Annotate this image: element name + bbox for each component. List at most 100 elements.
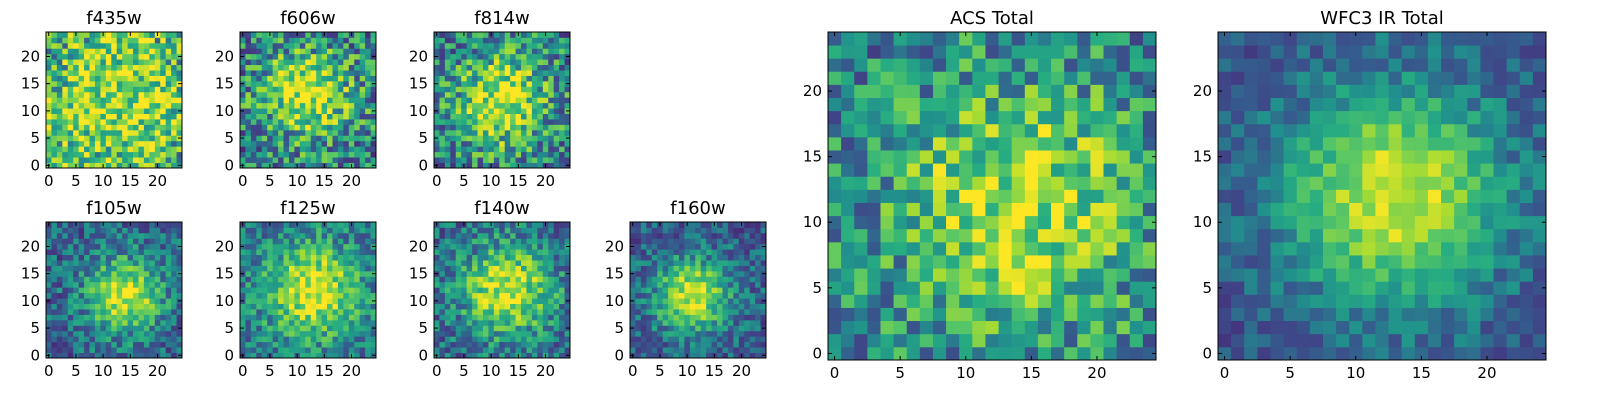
heatmap-cell bbox=[143, 48, 150, 55]
heatmap-cell bbox=[171, 135, 177, 142]
heatmap-cell bbox=[105, 102, 112, 109]
heatmap-cell bbox=[100, 287, 107, 294]
heatmap-cell bbox=[62, 48, 69, 55]
heatmap-cell bbox=[893, 163, 908, 177]
heatmap-cell bbox=[122, 97, 128, 104]
heatmap-cell bbox=[278, 238, 284, 245]
heatmap-cell bbox=[56, 336, 63, 343]
heatmap-cell bbox=[946, 255, 960, 269]
heatmap-cell bbox=[959, 228, 973, 243]
heatmap-cell bbox=[133, 281, 139, 288]
heatmap-cell bbox=[630, 330, 636, 337]
heatmap-cell bbox=[537, 64, 544, 71]
heatmap-cell bbox=[493, 86, 500, 93]
heatmap-cell bbox=[278, 91, 284, 98]
heatmap-cell bbox=[678, 292, 685, 299]
heatmap-cell bbox=[1064, 333, 1078, 348]
heatmap-cell bbox=[542, 325, 549, 332]
heatmap-cell bbox=[749, 260, 756, 266]
heatmap-cell bbox=[1037, 228, 1052, 243]
heatmap-cell bbox=[461, 330, 468, 337]
heatmap-cell bbox=[89, 232, 96, 239]
heatmap-cell bbox=[337, 303, 344, 310]
heatmap-cell bbox=[294, 108, 301, 114]
heatmap-cell bbox=[165, 113, 172, 120]
heatmap-cell bbox=[365, 59, 371, 66]
heatmap-cell bbox=[105, 129, 112, 136]
heatmap-cell bbox=[127, 309, 134, 315]
heatmap-cell bbox=[62, 260, 69, 266]
heatmap-cell bbox=[434, 146, 440, 153]
heatmap-cell bbox=[299, 314, 306, 321]
heatmap-cell bbox=[305, 157, 312, 163]
heatmap-cell bbox=[662, 254, 669, 261]
heatmap-cell bbox=[160, 129, 167, 136]
heatmap-cell bbox=[127, 48, 134, 55]
heatmap-cell bbox=[100, 325, 107, 332]
heatmap-cell bbox=[127, 243, 134, 250]
heatmap-cell bbox=[348, 86, 355, 93]
heatmap-cell bbox=[450, 75, 457, 82]
heatmap-cell bbox=[127, 227, 134, 234]
heatmap-cell bbox=[100, 135, 107, 142]
heatmap-cell bbox=[256, 108, 263, 114]
heatmap-cell bbox=[717, 336, 723, 343]
heatmap-cell bbox=[116, 97, 123, 104]
heatmap-cell bbox=[455, 70, 462, 76]
heatmap-cell bbox=[689, 287, 696, 294]
heatmap-cell bbox=[700, 341, 707, 348]
heatmap-cell bbox=[657, 314, 664, 321]
heatmap-cell bbox=[272, 53, 279, 60]
heatmap-cell bbox=[294, 97, 301, 104]
heatmap-cell bbox=[316, 135, 322, 142]
heatmap-cell bbox=[122, 303, 128, 310]
heatmap-cell bbox=[678, 325, 685, 332]
heatmap-cell bbox=[51, 48, 58, 55]
heatmap-cell bbox=[288, 303, 295, 310]
heatmap-cell bbox=[272, 48, 279, 55]
heatmap-cell bbox=[668, 270, 674, 277]
heatmap-cell bbox=[105, 325, 112, 332]
heatmap-cell bbox=[272, 309, 279, 315]
y-tick-label: 0 bbox=[224, 156, 234, 174]
heatmap-cell bbox=[985, 228, 999, 243]
heatmap-cell bbox=[73, 265, 80, 272]
heatmap-cell bbox=[84, 298, 90, 304]
heatmap-cell bbox=[706, 243, 712, 250]
heatmap-cell bbox=[744, 309, 751, 315]
heatmap-cell bbox=[348, 347, 355, 353]
heatmap-cell bbox=[477, 86, 484, 93]
heatmap-cell bbox=[493, 108, 500, 114]
heatmap-cell bbox=[635, 319, 642, 326]
heatmap-cell bbox=[310, 48, 317, 55]
heatmap-cell bbox=[515, 303, 522, 310]
heatmap-cell bbox=[370, 347, 377, 353]
heatmap-cell bbox=[472, 314, 478, 321]
heatmap-cell bbox=[343, 151, 350, 158]
heatmap-cell bbox=[689, 276, 696, 283]
heatmap-cell bbox=[646, 249, 653, 256]
heatmap-cell bbox=[294, 330, 301, 337]
heatmap-cell bbox=[332, 162, 339, 169]
heatmap-cell bbox=[700, 287, 707, 294]
heatmap-cell bbox=[370, 42, 377, 49]
heatmap-cell bbox=[250, 265, 257, 272]
heatmap-cell bbox=[84, 265, 90, 272]
heatmap-cell bbox=[678, 254, 685, 261]
heatmap-cell bbox=[510, 97, 516, 104]
heatmap-cell bbox=[78, 276, 85, 283]
heatmap-cell bbox=[256, 162, 263, 169]
heatmap-cell bbox=[46, 91, 52, 98]
heatmap-cell bbox=[455, 32, 462, 38]
heatmap-cell bbox=[160, 75, 167, 82]
heatmap-cell bbox=[499, 135, 506, 142]
heatmap-cell bbox=[564, 281, 571, 288]
heatmap-cell bbox=[706, 314, 712, 321]
heatmap-cell bbox=[439, 276, 446, 283]
heatmap-cell bbox=[531, 124, 538, 131]
heatmap-cell bbox=[493, 151, 500, 158]
heatmap-cell bbox=[94, 319, 101, 326]
heatmap-cell bbox=[261, 102, 268, 109]
heatmap-cell bbox=[727, 281, 734, 288]
